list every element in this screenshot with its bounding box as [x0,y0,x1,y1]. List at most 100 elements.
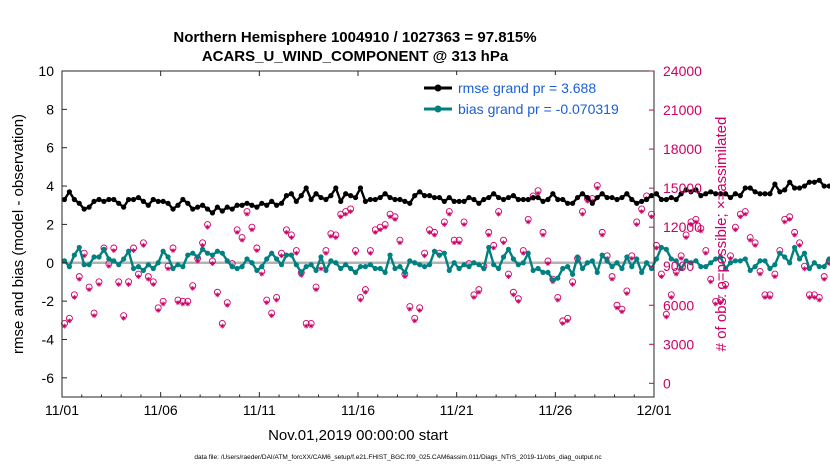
rmse-point [338,199,343,204]
obs-assimilated-point [684,235,689,240]
bias-point [461,262,466,267]
rmse-point [782,187,787,192]
obs-assimilated-point [215,292,220,297]
rmse-point [442,199,447,204]
bias-point [639,270,644,275]
rmse-point [486,195,491,200]
obs-assimilated-point [398,240,403,245]
rmse-point [348,193,353,198]
rmse-point [422,193,427,198]
bias-point [452,260,457,265]
obs-assimilated-point [304,324,309,329]
rmse-point [368,197,373,202]
y-left-tick-label: -6 [42,370,55,386]
rmse-point [535,195,540,200]
bias-point [244,256,249,261]
y-right-tick-label: 3000 [663,336,694,352]
obs-assimilated-point [802,266,807,271]
bias-point [383,270,388,275]
bias-point [535,266,540,271]
rmse-point [624,191,629,196]
rmse-point [274,203,279,208]
bias-point [565,264,570,269]
bias-point [580,266,585,271]
obs-assimilated-point [333,235,338,240]
obs-assimilated-point [161,302,166,307]
obs-assimilated-point [624,291,629,296]
rmse-point [121,205,126,210]
bias-point [797,256,802,261]
bias-point [200,247,205,252]
obs-assimilated-point [111,248,116,253]
rmse-point [205,206,210,211]
bias-point [259,264,264,269]
rmse-point [383,191,388,196]
rmse-point [634,201,639,206]
rmse-point [165,201,170,206]
bias-point [516,262,521,267]
bias-point [417,262,422,267]
bias-point [363,264,368,269]
bias-point [605,258,610,263]
bias-point [807,266,812,271]
obs-assimilated-point [516,299,521,304]
rmse-point [343,191,348,196]
rmse-point [220,208,225,213]
bias-point [600,252,605,257]
obs-assimilated-point [225,303,230,308]
bias-point [185,252,190,257]
bias-point [802,251,807,256]
obs-assimilated-point [314,287,319,292]
bias-point [343,262,348,267]
rmse-point [654,191,659,196]
bias-point [471,260,476,265]
obs-assimilated-point [407,307,412,312]
bias-point [235,266,240,271]
obs-assimilated-point [565,318,570,323]
bias-point [116,262,121,267]
rmse-point [762,191,767,196]
obs-assimilated-point [210,261,215,266]
bias-point [777,251,782,256]
obs-assimilated-point [383,225,388,230]
y-left-tick-label: -4 [42,331,55,347]
bias-point [210,252,215,257]
obs-assimilated-point [353,251,358,256]
rmse-point [106,197,111,202]
rmse-point [812,180,817,185]
rmse-point [807,180,812,185]
obs-assimilated-point [753,243,758,248]
bias-point [506,247,511,252]
obs-assimilated-point [521,251,526,256]
bias-point [575,254,580,259]
rmse-point [432,195,437,200]
rmse-point [146,203,151,208]
bias-point [225,258,230,263]
x-tick-label: 11/16 [341,402,375,418]
obs-assimilated-point [373,230,378,235]
y-right-tick-label: 18000 [663,141,702,157]
obs-assimilated-point [72,295,77,300]
bias-point [190,251,195,256]
obs-assimilated-point [348,209,353,214]
rmse-point [570,201,575,206]
obs-assimilated-point [141,243,146,248]
rmse-point [397,197,402,202]
bias-point [106,256,111,261]
bias-point [309,262,314,267]
rmse-point [545,197,550,202]
rmse-point [738,193,743,198]
bias-point [486,245,491,250]
rmse-point [595,195,600,200]
x-tick-label: 11/01 [45,402,79,418]
bias-point [550,277,555,282]
obs-assimilated-point [758,272,763,277]
obs-assimilated-point [245,212,250,217]
obs-assimilated-point [294,251,299,256]
bias-point [136,264,141,269]
bias-point [180,264,185,269]
rmse-point [600,191,605,196]
